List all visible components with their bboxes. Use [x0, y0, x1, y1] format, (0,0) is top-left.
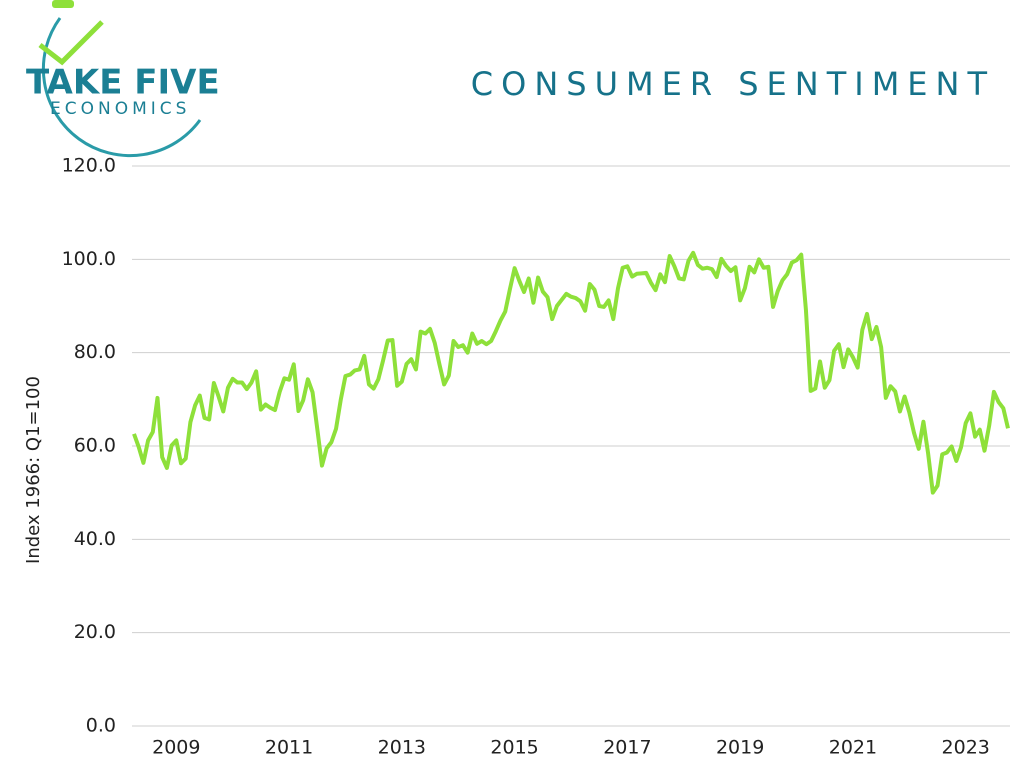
y-tick-label: 20.0: [74, 621, 116, 643]
logo-arc: [41, 17, 202, 158]
y-tick-label: 120.0: [62, 155, 116, 177]
y-axis-label: Index 1966: Q1=100: [23, 376, 44, 564]
y-tick-label: 40.0: [74, 528, 116, 550]
x-tick-label: 2021: [829, 737, 877, 759]
x-tick-label: 2023: [942, 737, 990, 759]
data-line: [132, 250, 1010, 495]
y-tick-label: 60.0: [74, 435, 116, 457]
x-tick-label: 2017: [603, 737, 651, 759]
y-tick-label: 100.0: [62, 248, 116, 270]
logo-top: TAKE FIVE: [26, 63, 220, 103]
x-tick-label: 2009: [152, 737, 200, 759]
logo: TAKE FIVE ECONOMICS: [26, 0, 220, 158]
x-tick-label: 2011: [265, 737, 313, 759]
x-tick-label: 2013: [378, 737, 426, 759]
logo-bottom: ECONOMICS: [50, 99, 190, 119]
x-tick-label: 2019: [716, 737, 764, 759]
chart-title: CONSUMER SENTIMENT: [471, 65, 995, 103]
logo-stem: [52, 0, 74, 8]
logo-check: [38, 20, 104, 66]
y-tick-label: 0.0: [86, 715, 116, 737]
y-tick-label: 80.0: [74, 341, 116, 363]
x-tick-label: 2015: [490, 737, 538, 759]
